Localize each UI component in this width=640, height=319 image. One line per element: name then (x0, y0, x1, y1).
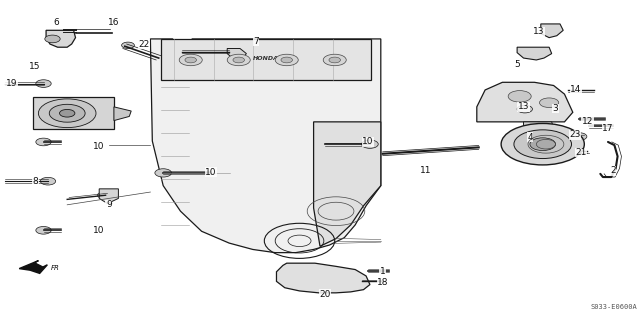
Polygon shape (276, 263, 370, 293)
Circle shape (227, 54, 250, 66)
Circle shape (60, 109, 75, 117)
Polygon shape (46, 30, 76, 47)
Text: 18: 18 (377, 278, 388, 287)
Circle shape (501, 123, 584, 165)
Circle shape (530, 138, 556, 151)
Polygon shape (33, 97, 114, 129)
Text: 13: 13 (518, 102, 529, 111)
Circle shape (45, 35, 60, 43)
Circle shape (97, 192, 110, 198)
Circle shape (38, 99, 96, 128)
Text: 19: 19 (6, 79, 17, 88)
Circle shape (517, 105, 532, 113)
Text: 10: 10 (93, 226, 105, 235)
Circle shape (185, 57, 196, 63)
Text: 3: 3 (553, 104, 558, 113)
Circle shape (514, 130, 572, 159)
Text: 2: 2 (611, 166, 616, 175)
Circle shape (275, 54, 298, 66)
Circle shape (49, 104, 85, 122)
Polygon shape (517, 47, 552, 60)
Text: 4: 4 (527, 133, 532, 142)
Circle shape (36, 80, 51, 87)
Text: 7: 7 (253, 37, 259, 46)
Text: 5: 5 (515, 60, 520, 69)
Circle shape (540, 98, 559, 108)
Text: 9: 9 (106, 200, 111, 209)
Text: 11: 11 (420, 166, 431, 175)
Circle shape (233, 57, 244, 63)
Circle shape (323, 54, 346, 66)
Polygon shape (477, 82, 573, 122)
Circle shape (179, 54, 202, 66)
Text: 10: 10 (362, 137, 374, 146)
Circle shape (281, 57, 292, 63)
Circle shape (36, 226, 51, 234)
Polygon shape (227, 48, 246, 59)
Circle shape (155, 169, 172, 177)
Circle shape (122, 42, 134, 48)
Polygon shape (161, 39, 371, 80)
Text: 8: 8 (33, 177, 38, 186)
Text: 17: 17 (602, 124, 614, 133)
Polygon shape (314, 122, 381, 246)
Text: 14: 14 (570, 85, 582, 94)
Polygon shape (150, 39, 381, 253)
Text: 21: 21 (575, 148, 587, 157)
Text: 15: 15 (29, 62, 41, 71)
Circle shape (362, 140, 378, 148)
Circle shape (40, 177, 56, 185)
Text: S033-E0600A: S033-E0600A (590, 304, 637, 310)
Text: 23: 23 (569, 130, 580, 139)
Text: 16: 16 (108, 18, 120, 27)
Text: 6: 6 (54, 18, 59, 27)
Text: 20: 20 (319, 290, 331, 299)
Text: FR: FR (51, 265, 60, 271)
Circle shape (508, 91, 531, 102)
Text: HONDA: HONDA (253, 56, 278, 61)
Polygon shape (524, 122, 554, 138)
Text: 1: 1 (380, 267, 385, 276)
Text: 10: 10 (205, 168, 217, 177)
Text: 13: 13 (533, 27, 545, 36)
Polygon shape (99, 189, 118, 204)
Polygon shape (19, 261, 47, 273)
Circle shape (36, 138, 51, 146)
Circle shape (572, 133, 587, 140)
Text: 12: 12 (582, 117, 593, 126)
Polygon shape (541, 24, 563, 38)
Text: 22: 22 (138, 40, 150, 48)
Polygon shape (114, 107, 131, 121)
Circle shape (329, 57, 340, 63)
Text: 10: 10 (93, 142, 105, 151)
